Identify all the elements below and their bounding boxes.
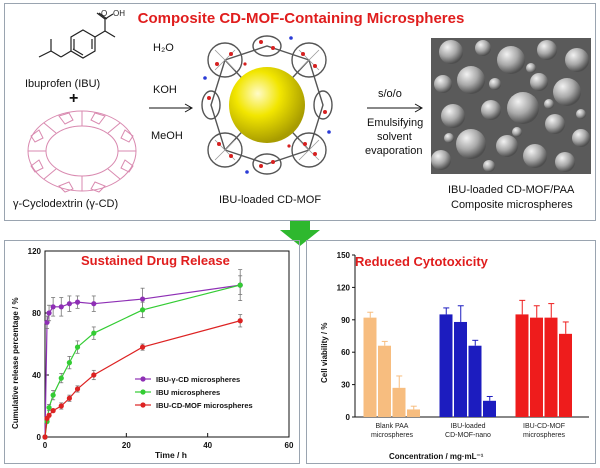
reaction-arrow-2 bbox=[367, 103, 424, 113]
cyto-group-label-1: IBU-loaded bbox=[450, 423, 485, 430]
release-legend-label: IBU-γ-CD microspheres bbox=[156, 375, 240, 384]
release-x-tick-label: 20 bbox=[122, 441, 131, 450]
process-solvent: solvent bbox=[377, 131, 412, 143]
process-evaporation: evaporation bbox=[365, 145, 423, 157]
cyto-bar bbox=[530, 317, 543, 417]
sem-micrograph bbox=[431, 38, 591, 174]
scheme-panel: Composite CD-MOF-Containing Microspheres… bbox=[4, 3, 596, 221]
release-data-point bbox=[46, 404, 52, 411]
reagent-water: H₂O bbox=[153, 42, 174, 54]
release-series-line bbox=[44, 284, 241, 438]
release-legend-label: IBU-CD-MOF microspheres bbox=[156, 401, 253, 410]
release-y-tick-label: 120 bbox=[28, 247, 42, 256]
release-data-point bbox=[50, 408, 56, 414]
cyto-y-tick-label: 150 bbox=[337, 251, 351, 260]
release-legend-marker bbox=[140, 376, 146, 382]
cyto-y-tick-label: 0 bbox=[346, 413, 351, 422]
cyclodextrin-label: γ-Cyclodextrin (γ-CD) bbox=[13, 198, 119, 210]
svg-text:O: O bbox=[101, 9, 107, 18]
release-data-point bbox=[74, 344, 81, 350]
ibuprofen-structure: O OH bbox=[38, 9, 125, 59]
release-legend-label: IBU microspheres bbox=[156, 388, 220, 397]
cyto-bar bbox=[559, 333, 572, 417]
release-data-point bbox=[91, 301, 97, 307]
release-data-point bbox=[140, 344, 146, 350]
release-data-point bbox=[50, 304, 56, 310]
reaction-arrow-1 bbox=[149, 103, 194, 113]
cyto-group-label-2: microspheres bbox=[371, 432, 414, 439]
release-plot-frame bbox=[44, 250, 290, 438]
cyto-bar bbox=[468, 345, 482, 417]
release-data-point bbox=[91, 372, 97, 378]
release-data-point bbox=[46, 412, 52, 418]
release-data-point bbox=[50, 392, 56, 398]
cyto-group-label-1: IBU-CD-MOF bbox=[523, 423, 565, 430]
cyto-y-tick-label: 120 bbox=[337, 283, 351, 292]
release-y-tick-label: 0 bbox=[37, 433, 42, 442]
release-data-point bbox=[46, 310, 52, 316]
process-emulsifying: Emulsifying bbox=[367, 117, 424, 129]
release-data-point bbox=[74, 386, 81, 392]
release-data-point bbox=[66, 360, 72, 366]
release-x-tick-label: 40 bbox=[203, 441, 212, 450]
product-line-1: IBU-loaded CD-MOF/PAA bbox=[448, 184, 575, 196]
release-data-point bbox=[66, 395, 72, 401]
release-data-point bbox=[58, 304, 64, 310]
reagent-koh: KOH bbox=[153, 84, 177, 96]
release-data-point bbox=[42, 434, 48, 440]
product-line-2: Composite microspheres bbox=[451, 199, 573, 211]
release-y-axis-label: Cumulative release percentage / % bbox=[11, 297, 20, 429]
cd-mof-framework bbox=[201, 35, 333, 175]
release-data-point bbox=[74, 299, 81, 305]
release-chart-title: Sustained Drug Release bbox=[81, 253, 230, 268]
release-x-tick-label: 0 bbox=[43, 441, 48, 450]
ibuprofen-label: Ibuprofen (IBU) bbox=[25, 78, 101, 90]
cytotoxicity-chart-panel: Reduced Cytotoxicity Cell viability / % … bbox=[306, 240, 596, 464]
release-data-point bbox=[91, 330, 97, 336]
cytotoxicity-chart: Reduced Cytotoxicity Cell viability / % … bbox=[320, 251, 589, 461]
release-x-tick-label: 60 bbox=[285, 441, 294, 450]
cyto-bar bbox=[392, 387, 406, 417]
release-y-tick-label: 80 bbox=[32, 309, 41, 318]
cyto-group-label-2: microspheres bbox=[523, 432, 566, 439]
release-legend-marker bbox=[140, 402, 146, 408]
cyclodextrin-structure bbox=[27, 110, 137, 193]
down-arrow bbox=[280, 221, 320, 246]
cyto-y-tick-label: 30 bbox=[341, 381, 350, 390]
release-data-point bbox=[66, 301, 72, 307]
process-sos: s/o/o bbox=[378, 88, 402, 100]
cyto-bar bbox=[454, 321, 467, 417]
release-legend-marker bbox=[140, 389, 146, 395]
cyto-bar bbox=[378, 345, 391, 417]
cyto-group-label-2: CD-MOF-nano bbox=[445, 432, 491, 439]
scheme-title: Composite CD-MOF-Containing Microspheres bbox=[137, 10, 465, 27]
cyto-y-tick-label: 60 bbox=[341, 348, 350, 357]
cyto-bar bbox=[515, 314, 529, 417]
release-data-point bbox=[140, 296, 146, 302]
cyto-x-axis-label: Concentration / mg·mL⁻¹ bbox=[389, 452, 484, 461]
cyto-bar bbox=[363, 317, 377, 417]
release-x-axis-label: Time / h bbox=[155, 450, 187, 460]
cyto-bar bbox=[544, 317, 558, 417]
plus-sign: + bbox=[69, 90, 79, 107]
cyto-bar bbox=[483, 400, 496, 417]
release-chart: Sustained Drug Release Cumulative releas… bbox=[11, 247, 294, 460]
cyto-y-axis-label: Cell viability / % bbox=[320, 323, 329, 383]
reagent-methanol: MeOH bbox=[151, 130, 183, 142]
cyto-group-label-1: Blank PAA bbox=[376, 423, 409, 430]
cyto-chart-title: Reduced Cytotoxicity bbox=[355, 254, 489, 269]
release-data-point bbox=[237, 318, 243, 324]
svg-text:OH: OH bbox=[113, 9, 125, 18]
mof-label: IBU-loaded CD-MOF bbox=[219, 194, 322, 206]
release-data-point bbox=[58, 403, 64, 409]
cyto-y-tick-label: 90 bbox=[341, 316, 350, 325]
cyto-bar bbox=[407, 409, 420, 417]
release-data-point bbox=[140, 307, 146, 313]
release-chart-panel: Sustained Drug Release Cumulative releas… bbox=[4, 240, 300, 464]
release-data-point bbox=[58, 375, 64, 381]
release-data-point bbox=[237, 282, 243, 288]
cyto-bar bbox=[439, 314, 453, 417]
release-y-tick-label: 40 bbox=[32, 371, 41, 380]
